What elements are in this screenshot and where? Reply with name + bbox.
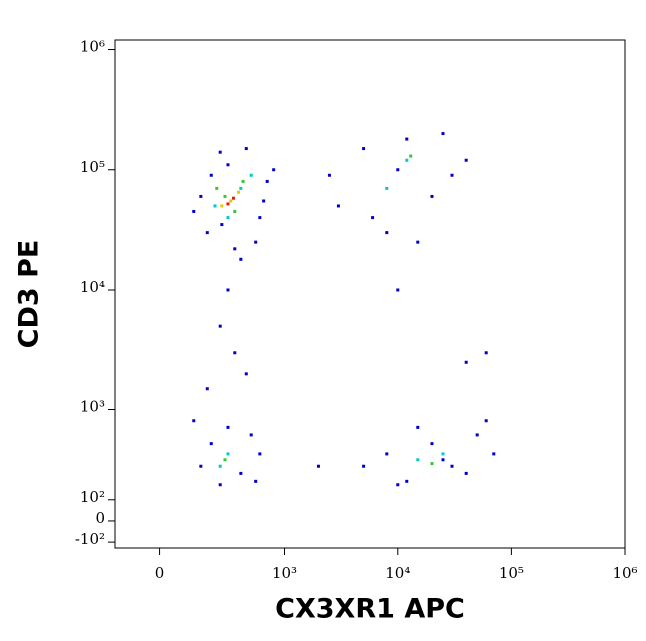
event-dot [244,372,248,376]
event-dot [475,433,479,437]
event-dot [362,147,366,151]
event-dot [254,479,258,483]
event-dot [430,462,434,466]
event-dot [209,173,213,177]
event-dot [226,163,230,167]
event-dot [484,419,488,423]
event-dot [484,351,488,355]
event-dot [218,150,222,154]
y-tick-label: 10⁴ [80,278,105,296]
x-tick-label: 10⁵ [499,564,524,582]
event-dot [441,132,445,136]
event-dot [226,452,230,456]
event-dot [244,147,248,151]
event-dot [416,425,420,429]
event-dot [236,190,240,194]
y-tick-label: 10⁵ [80,158,105,176]
event-dot [396,288,400,292]
event-dot [223,458,227,462]
event-dot [441,458,445,462]
event-dot [205,387,209,391]
event-dot [229,199,233,203]
x-tick-label: 10³ [272,564,297,582]
event-dot [239,186,243,190]
event-dot [226,288,230,292]
event-dot [218,464,222,468]
event-dot [239,471,243,475]
event-dot [316,464,320,468]
event-dot [409,154,413,158]
event-dot [464,360,468,364]
event-dot [336,204,340,208]
event-dot [213,204,217,208]
event-dot [371,216,375,220]
event-dot [265,179,269,183]
event-dot [223,194,227,198]
x-tick-label: 0 [155,564,165,582]
event-dot [272,168,276,172]
x-tick-label: 10⁴ [385,564,410,582]
event-dot [405,137,409,141]
event-dot [464,158,468,162]
event-dot [215,186,219,190]
event-dot [241,179,245,183]
event-dot [249,433,253,437]
event-dot [385,231,389,235]
y-tick-label: 10² [80,488,105,506]
y-axis-title: CD3 PE [14,240,45,349]
x-tick-label: 10⁶ [612,564,637,582]
event-dot [233,351,237,355]
event-dot [405,158,409,162]
event-dot [258,216,262,220]
event-dot [254,240,258,244]
event-dot [416,458,420,462]
y-tick-label: 0 [95,509,105,527]
event-dot [464,471,468,475]
event-dot [450,464,454,468]
event-dot [416,240,420,244]
event-dot [199,194,203,198]
event-dot [405,479,409,483]
event-dot [396,168,400,172]
y-tick-label: 10⁶ [80,38,105,56]
event-dot [441,452,445,456]
event-dot [430,194,434,198]
event-dot [192,419,196,423]
event-dot [233,209,237,213]
x-axis-title: CX3XR1 APC [275,594,465,625]
event-dot [220,223,224,227]
y-tick-label: 10³ [80,397,105,415]
event-dot [205,231,209,235]
event-dot [396,483,400,487]
event-dot [239,257,243,261]
event-dot [209,442,213,446]
event-dot [220,204,224,208]
event-dot [327,173,331,177]
event-dot [192,209,196,213]
event-dot [430,442,434,446]
event-dot [233,247,237,251]
y-tick-label: -10² [75,530,105,548]
event-dot [492,452,496,456]
event-dot [199,464,203,468]
event-dot [218,483,222,487]
event-dot [226,202,230,206]
event-dot [385,452,389,456]
plot-frame [114,39,626,549]
event-dot [226,425,230,429]
event-dot [362,464,366,468]
event-dot [249,173,253,177]
event-dot [258,452,262,456]
event-dot [231,196,235,200]
event-dot [385,186,389,190]
event-dot [226,216,230,220]
event-dot [450,173,454,177]
event-dot [262,199,266,203]
event-dot [218,324,222,328]
